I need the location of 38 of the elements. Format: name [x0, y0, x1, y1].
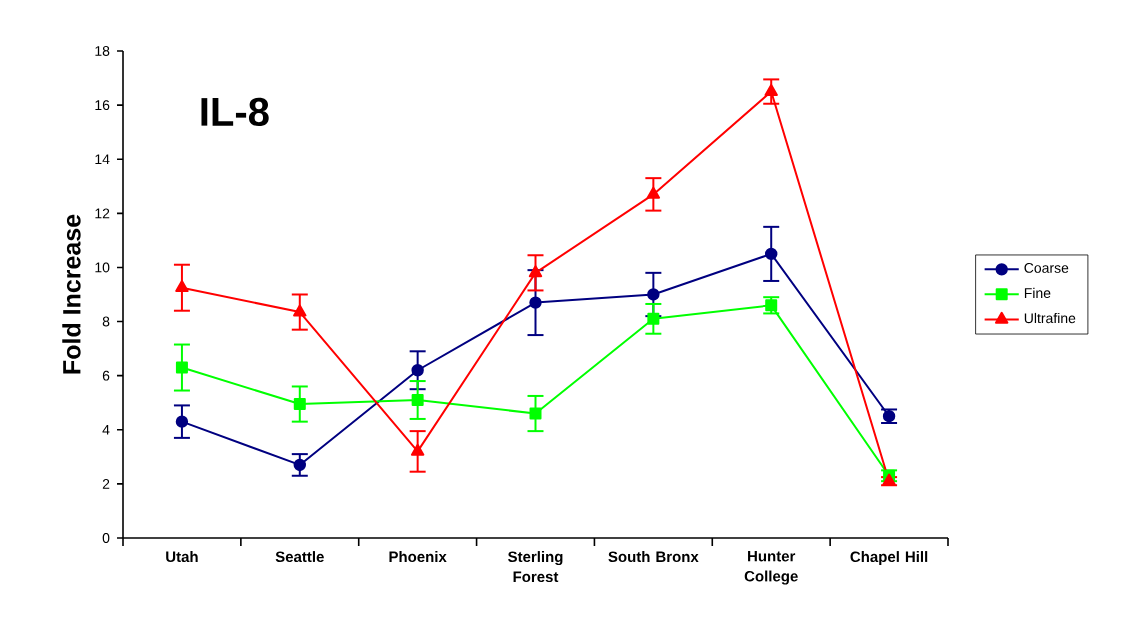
y-tick-label: 2 [102, 479, 110, 489]
y-tick-label: 4 [102, 424, 110, 435]
y-tick-label: 8 [102, 316, 110, 327]
point [293, 304, 307, 317]
legend-label: Coarse [1024, 262, 1069, 273]
text: IL-8 [201, 97, 269, 127]
legend-label: Ultrafine [1024, 312, 1076, 324]
y-tick-label: 14 [95, 154, 110, 165]
point [293, 398, 306, 411]
x-tick-label: Hunter College [744, 551, 798, 585]
x-tick-label: Phoenix [389, 551, 447, 563]
x-tick-label: Utah [166, 551, 198, 563]
point [765, 247, 778, 261]
point [647, 312, 660, 325]
y-tick-label: 0 [102, 533, 110, 543]
point [175, 415, 189, 428]
x-tick-label: Seattle [275, 551, 324, 563]
y-tick-label: 12 [95, 208, 110, 219]
y-axis-title: Fold Increase [62, 214, 81, 374]
point [764, 83, 778, 96]
y-tick-label: 16 [95, 100, 110, 111]
y-tick-label: 10 [95, 262, 110, 273]
point [529, 407, 542, 420]
point [529, 296, 542, 309]
point [528, 265, 543, 278]
point [647, 288, 660, 301]
point [411, 394, 424, 407]
point [411, 364, 424, 377]
x-tick-label: Sterling Forest [508, 551, 563, 583]
x-tick-label: South Bronx [608, 551, 699, 563]
point [293, 458, 306, 472]
point [646, 186, 661, 199]
y-tick-label: 18 [95, 46, 110, 56]
legend-label: Fine [1024, 287, 1051, 298]
x-tick-label: Chapel Hill [850, 551, 928, 566]
y-tick-label: 6 [102, 370, 110, 381]
point [175, 280, 189, 293]
point [175, 361, 188, 374]
